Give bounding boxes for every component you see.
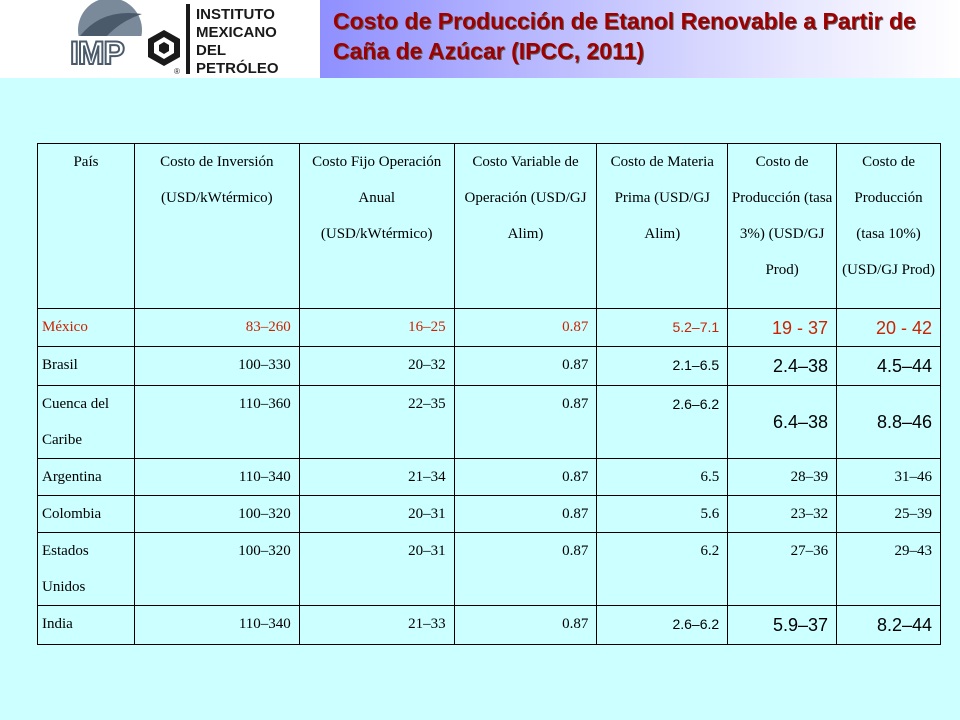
cell-fixed-cost: 21–34 xyxy=(298,458,455,496)
cell-feedstock-cost: 2.6–6.2 xyxy=(596,385,729,459)
cell-production-cost-3: 28–39 xyxy=(727,458,838,496)
cell-country: Colombia xyxy=(37,495,135,533)
table-header-row: País Costo de Inversión (USD/kWtérmico) … xyxy=(37,143,941,309)
cell-investment-cost: 100–320 xyxy=(133,532,300,606)
cell-production-cost-10: 31–46 xyxy=(836,458,941,496)
header-feedstock-cost: Costo de Materia Prima (USD/GJ Alim) xyxy=(596,143,729,309)
cell-production-cost-3: 2.4–38 xyxy=(727,346,838,386)
cost-table: País Costo de Inversión (USD/kWtérmico) … xyxy=(37,143,941,645)
imp-logo: IMP ® INSTITUTO MEXICANO DEL PETRÓLEO xyxy=(62,0,322,78)
header-fixed-cost: Costo Fijo Operación Anual (USD/kWtérmic… xyxy=(298,143,455,309)
cell-fixed-cost: 20–32 xyxy=(298,346,455,386)
imp-logo-graphic: IMP ® INSTITUTO MEXICANO DEL PETRÓLEO xyxy=(68,0,279,77)
title-banner xyxy=(320,0,960,78)
page-title: Costo de Producción de Etanol Renovable … xyxy=(333,8,916,64)
cell-variable-cost: 0.87 xyxy=(453,605,598,645)
cell-variable-cost: 0.87 xyxy=(453,532,598,606)
cell-feedstock-cost: 6.5 xyxy=(596,458,729,496)
cell-country: México xyxy=(37,308,135,347)
logo-imp-text: IMP xyxy=(70,35,125,71)
cell-feedstock-cost: 2.1–6.5 xyxy=(596,346,729,386)
cell-variable-cost: 0.87 xyxy=(453,458,598,496)
logo-line-2: MEXICANO xyxy=(196,24,277,41)
cell-production-cost-10: 25–39 xyxy=(836,495,941,533)
cell-country: India xyxy=(37,605,135,645)
header-production-cost-10: Costo de Producción (tasa 10%) (USD/GJ P… xyxy=(836,143,941,309)
logo-line-4: PETRÓLEO xyxy=(196,59,279,77)
cell-variable-cost: 0.87 xyxy=(453,346,598,386)
cell-fixed-cost: 16–25 xyxy=(298,308,455,347)
cell-country: Brasil xyxy=(37,346,135,386)
cell-country: Cuenca del Caribe xyxy=(37,385,135,459)
table-row: Colombia 100–320 20–31 0.87 5.6 23–32 25–39 xyxy=(37,495,941,533)
logo-line-3: DEL xyxy=(196,42,226,59)
cell-investment-cost: 83–260 xyxy=(133,308,300,347)
header-investment-cost: Costo de Inversión (USD/kWtérmico) xyxy=(133,143,300,309)
cell-production-cost-10: 20 - 42 xyxy=(836,308,941,347)
cell-country: Estados Unidos xyxy=(37,532,135,606)
cell-country: Argentina xyxy=(37,458,135,496)
table-row: India 110–340 21–33 0.87 2.6–6.2 5.9–37 8.2–44 xyxy=(37,605,941,645)
cell-feedstock-cost: 5.6 xyxy=(596,495,729,533)
table-row: Estados Unidos 100–320 20–31 0.87 6.2 27–36 29… xyxy=(37,532,941,606)
cell-investment-cost: 110–340 xyxy=(133,458,300,496)
cell-investment-cost: 100–330 xyxy=(133,346,300,386)
table-row: Argentina 110–340 21–34 0.87 6.5 28–39 31–46 xyxy=(37,458,941,496)
cell-feedstock-cost: 2.6–6.2 xyxy=(596,605,729,645)
logo-line-1: INSTITUTO xyxy=(196,6,275,23)
cell-variable-cost: 0.87 xyxy=(453,385,598,459)
table-row: Cuenca del Caribe 110–360 22–35 0.87 2.6–6.2… xyxy=(37,385,941,459)
cell-variable-cost: 0.87 xyxy=(453,308,598,347)
cell-variable-cost: 0.87 xyxy=(453,495,598,533)
svg-text:®: ® xyxy=(174,67,180,76)
header-variable-cost: Costo Variable de Operación (USD/GJ Alim… xyxy=(453,143,598,309)
cell-investment-cost: 110–340 xyxy=(133,605,300,645)
cell-fixed-cost: 21–33 xyxy=(298,605,455,645)
cell-investment-cost: 110–360 xyxy=(133,385,300,459)
cell-fixed-cost: 22–35 xyxy=(298,385,455,459)
header-production-cost-3: Costo de Producción (tasa 3%) (USD/GJ Pr… xyxy=(727,143,838,309)
cell-feedstock-cost: 5.2–7.1 xyxy=(596,308,729,347)
cell-fixed-cost: 20–31 xyxy=(298,495,455,533)
cell-production-cost-10: 29–43 xyxy=(836,532,941,606)
cell-fixed-cost: 20–31 xyxy=(298,532,455,606)
cell-production-cost-3: 6.4–38 xyxy=(727,385,838,459)
cell-production-cost-10: 8.2–44 xyxy=(836,605,941,645)
table-row: México 83–260 16–25 0.87 5.2–7.1 19 - 37 20 - … xyxy=(37,308,941,347)
cell-production-cost-10: 4.5–44 xyxy=(836,346,941,386)
cell-production-cost-3: 5.9–37 xyxy=(727,605,838,645)
cell-production-cost-3: 23–32 xyxy=(727,495,838,533)
cell-investment-cost: 100–320 xyxy=(133,495,300,533)
cell-production-cost-3: 27–36 xyxy=(727,532,838,606)
header-country: País xyxy=(37,143,135,309)
table-row: Brasil 100–330 20–32 0.87 2.1–6.5 2.4–38 4.5–4… xyxy=(37,346,941,386)
cell-production-cost-3: 19 - 37 xyxy=(727,308,838,347)
cell-feedstock-cost: 6.2 xyxy=(596,532,729,606)
cell-production-cost-10: 8.8–46 xyxy=(836,385,941,459)
